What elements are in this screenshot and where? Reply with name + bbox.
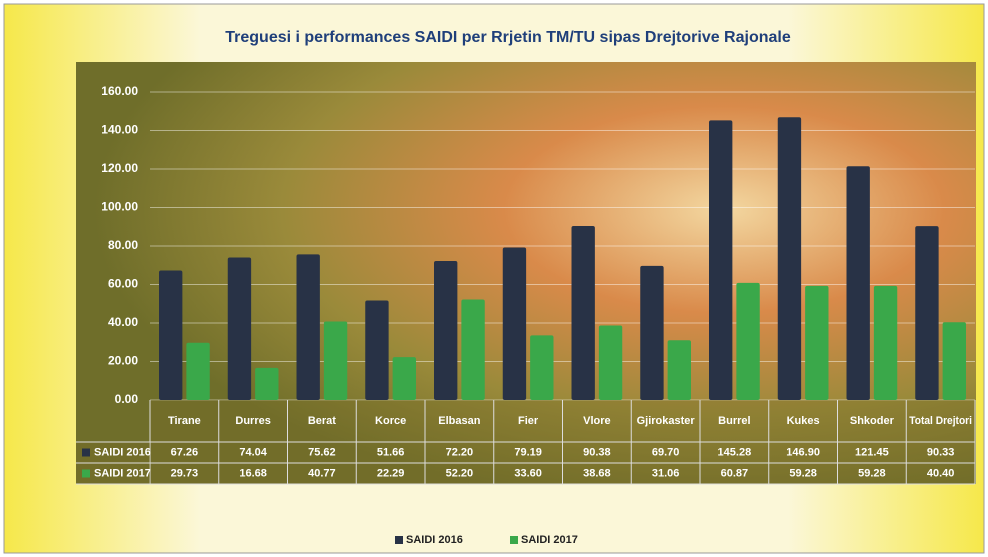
table-value: 52.20	[446, 467, 474, 479]
bar	[942, 322, 966, 400]
table-value: 40.77	[308, 467, 336, 479]
table-value: 72.20	[446, 446, 474, 458]
table-value: 40.40	[927, 467, 955, 479]
table-value: 51.66	[377, 446, 405, 458]
table-value: 146.90	[786, 446, 820, 458]
bar	[434, 261, 458, 400]
bar	[502, 247, 527, 400]
x-tick-label: Shkoder	[850, 415, 895, 427]
bar	[709, 120, 733, 400]
y-tick-label: 40.00	[108, 315, 138, 329]
bar	[598, 325, 623, 400]
x-tick-label: Burrel	[718, 415, 750, 427]
table-value: 75.62	[308, 446, 336, 458]
table-value: 79.19	[514, 446, 542, 458]
legend-key	[395, 536, 403, 544]
bar	[392, 357, 416, 400]
y-tick-label: 80.00	[108, 238, 138, 252]
x-tick-label: Berat	[308, 415, 336, 427]
table-value: 90.38	[583, 446, 611, 458]
chart-title: Treguesi i performances SAIDI per Rrjeti…	[225, 29, 791, 46]
bar	[323, 321, 348, 400]
table-value: 90.33	[927, 446, 955, 458]
y-tick-label: 120.00	[101, 161, 138, 175]
bar	[915, 226, 939, 400]
bar	[530, 335, 554, 400]
bar	[227, 257, 252, 400]
x-tick-label: Kukes	[787, 415, 820, 427]
table-value: 22.29	[377, 467, 405, 479]
table-value: 59.28	[858, 467, 886, 479]
legend-label: SAIDI 2017	[521, 534, 578, 546]
table-series-label: SAIDI 2016	[94, 446, 151, 458]
bar	[296, 254, 320, 400]
table-value: 16.68	[239, 467, 267, 479]
bar	[571, 226, 595, 400]
y-tick-label: 20.00	[108, 354, 138, 368]
table-value: 74.04	[239, 446, 267, 458]
x-tick-label: Korce	[375, 415, 406, 427]
table-value: 31.06	[652, 467, 680, 479]
table-value: 121.45	[855, 446, 889, 458]
bar	[805, 285, 829, 400]
table-legend-key	[82, 448, 90, 457]
table-value: 145.28	[718, 446, 752, 458]
table-value: 33.60	[514, 467, 542, 479]
legend-label: SAIDI 2016	[406, 534, 463, 546]
bar	[873, 285, 898, 400]
x-tick-label: Gjirokaster	[637, 415, 696, 427]
bar	[365, 300, 389, 400]
y-tick-label: 0.00	[115, 392, 139, 406]
y-tick-label: 160.00	[101, 84, 138, 98]
bar	[255, 367, 279, 400]
x-tick-label: Vlore	[583, 415, 611, 427]
table-value: 38.68	[583, 467, 611, 479]
x-tick-label: Tirane	[168, 415, 201, 427]
x-tick-label: Durres	[235, 415, 270, 427]
bar	[186, 342, 210, 400]
bar	[777, 117, 802, 400]
table-value: 59.28	[789, 467, 817, 479]
y-tick-label: 100.00	[101, 200, 138, 214]
bar	[640, 265, 664, 400]
bar	[667, 340, 691, 400]
legend-key	[510, 536, 518, 544]
bar	[159, 270, 183, 400]
table-value: 60.87	[721, 467, 749, 479]
bar	[736, 282, 760, 400]
table-legend-key	[82, 469, 90, 478]
table-value: 67.26	[171, 446, 199, 458]
bar	[846, 166, 870, 400]
table-series-label: SAIDI 2017	[94, 467, 151, 479]
x-tick-label: Elbasan	[438, 415, 480, 427]
table-value: 69.70	[652, 446, 680, 458]
table-value: 29.73	[171, 467, 199, 479]
bar	[461, 299, 485, 400]
x-tick-label: Fier	[518, 415, 539, 427]
y-tick-label: 60.00	[108, 277, 138, 291]
x-tick-label: Total Drejtori	[909, 415, 972, 427]
y-tick-label: 140.00	[101, 123, 138, 137]
